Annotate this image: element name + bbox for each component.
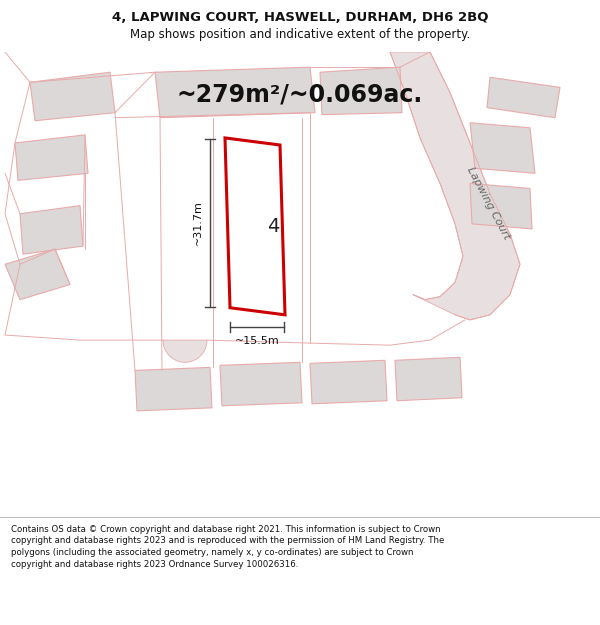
Polygon shape xyxy=(163,340,207,362)
Polygon shape xyxy=(155,67,315,118)
Text: ~31.7m: ~31.7m xyxy=(193,201,203,245)
Text: ~279m²/~0.069ac.: ~279m²/~0.069ac. xyxy=(177,82,423,106)
Polygon shape xyxy=(310,361,387,404)
Polygon shape xyxy=(225,138,285,315)
Polygon shape xyxy=(30,72,115,121)
Polygon shape xyxy=(487,78,560,118)
Polygon shape xyxy=(5,249,70,299)
Polygon shape xyxy=(470,183,532,229)
Text: 4, LAPWING COURT, HASWELL, DURHAM, DH6 2BQ: 4, LAPWING COURT, HASWELL, DURHAM, DH6 2… xyxy=(112,11,488,24)
Text: Contains OS data © Crown copyright and database right 2021. This information is : Contains OS data © Crown copyright and d… xyxy=(11,524,444,569)
Polygon shape xyxy=(320,67,402,114)
Polygon shape xyxy=(395,357,462,401)
Text: 4: 4 xyxy=(267,217,279,236)
Polygon shape xyxy=(220,362,302,406)
Text: ~15.5m: ~15.5m xyxy=(235,336,280,346)
Polygon shape xyxy=(470,122,535,173)
Polygon shape xyxy=(390,52,520,320)
Polygon shape xyxy=(0,52,600,517)
Polygon shape xyxy=(135,368,212,411)
Polygon shape xyxy=(20,206,83,254)
Polygon shape xyxy=(15,135,88,181)
Text: Lapwing Court: Lapwing Court xyxy=(464,166,511,242)
Text: Map shows position and indicative extent of the property.: Map shows position and indicative extent… xyxy=(130,28,470,41)
